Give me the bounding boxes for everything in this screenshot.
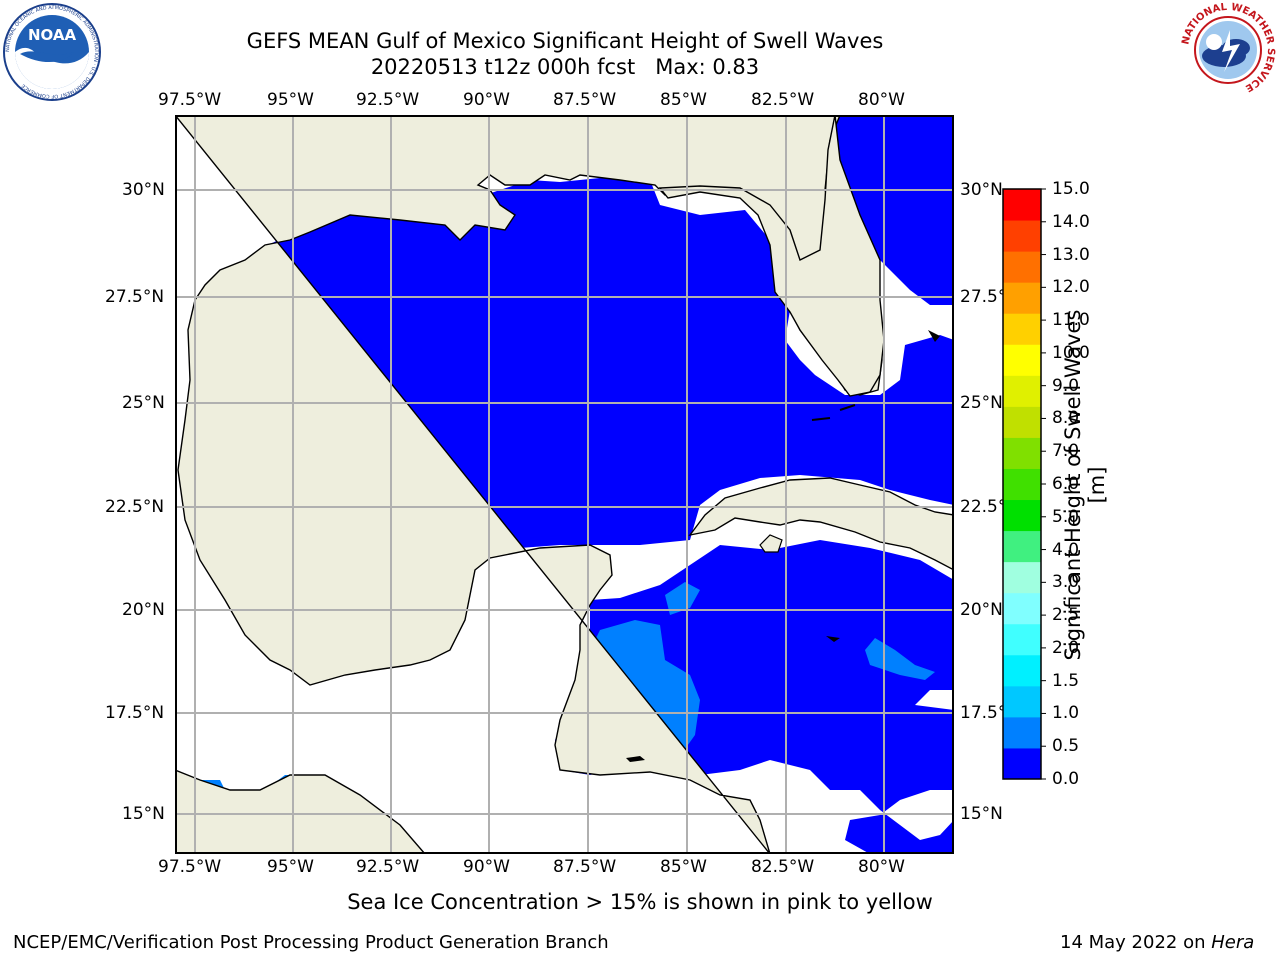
colorbar-bin bbox=[1003, 313, 1041, 345]
lon-tick-top: 87.5°W bbox=[553, 90, 617, 110]
lon-tick-top: 82.5°W bbox=[751, 90, 815, 110]
lon-tick-bottom: 97.5°W bbox=[158, 857, 222, 877]
credit-text: NCEP/EMC/Verification Post Processing Pr… bbox=[13, 932, 609, 953]
lat-tick-right: 30°N bbox=[960, 180, 1003, 200]
land-island bbox=[811, 404, 856, 421]
colorbar-tick-label: 8.0 bbox=[1052, 408, 1080, 429]
land-florida bbox=[658, 115, 885, 397]
lon-tick-top: 95°W bbox=[267, 90, 314, 110]
noaa-logo: NOAA NATIONAL OCEANIC AND ATMOSPHERIC AD… bbox=[2, 2, 102, 102]
machine-name: Hera bbox=[1211, 932, 1255, 953]
colorbar-tick-label: 1.0 bbox=[1052, 703, 1080, 724]
colorbar-bin bbox=[1003, 406, 1041, 438]
colorbar-tick-label: 6.0 bbox=[1052, 474, 1080, 494]
colorbar-tick-label: 13.0 bbox=[1052, 244, 1090, 265]
map-grid bbox=[175, 115, 954, 854]
colorbar-tick-label: 15.0 bbox=[1052, 179, 1090, 199]
colorbar-tick-label: 5.0 bbox=[1052, 506, 1080, 527]
colorbar-bin bbox=[1003, 220, 1041, 252]
colorbar-tick-label: 14.0 bbox=[1052, 211, 1090, 232]
land-island bbox=[826, 636, 840, 642]
colorbar-tick-label: 7.0 bbox=[1052, 441, 1080, 462]
colorbar-tick-label: 10.0 bbox=[1052, 342, 1090, 363]
colorbar-bin bbox=[1003, 499, 1041, 532]
lon-tick-top: 90°W bbox=[463, 90, 510, 110]
colorbar-bin bbox=[1003, 530, 1041, 563]
colorbar-tick-label: 4.0 bbox=[1052, 539, 1080, 560]
lat-tick-right: 20°N bbox=[960, 600, 1003, 620]
colorbar-tick-label: 2.5 bbox=[1052, 605, 1080, 626]
lon-tick-bottom: 90°W bbox=[463, 857, 510, 877]
noaa-logo-text: NOAA bbox=[28, 26, 77, 44]
colorbar-bin bbox=[1003, 685, 1041, 718]
colorbar-bin bbox=[1003, 561, 1041, 594]
colorbar-bin bbox=[1003, 189, 1041, 221]
colorbar bbox=[1000, 187, 1046, 783]
date-stamp: 14 May 2022 on Hera bbox=[1060, 932, 1254, 953]
lon-tick-top: 97.5°W bbox=[158, 90, 222, 110]
colorbar-bin bbox=[1003, 747, 1041, 780]
lon-tick-bottom: 80°W bbox=[858, 857, 905, 877]
lon-tick-bottom: 82.5°W bbox=[751, 857, 815, 877]
nws-logo: NATIONAL WEATHER SERVICE bbox=[1178, 0, 1278, 100]
colorbar-bin bbox=[1003, 437, 1041, 469]
land-island bbox=[928, 330, 940, 342]
map-frame bbox=[175, 115, 954, 854]
lon-tick-top: 92.5°W bbox=[356, 90, 420, 110]
chart-subtitle: 20220513 t12z 000h fcst Max: 0.83 bbox=[370, 55, 760, 79]
lat-tick-right: 25°N bbox=[960, 393, 1003, 413]
colorbar-ticks: 0.0 0.5 1.0 1.5 2.0 2.5 3.0 4.0 5.0 6.0 7.0 8.0 9.0 1… bbox=[1052, 179, 1102, 790]
sea-ice-note: Sea Ice Concentration > 15% is shown in … bbox=[347, 890, 933, 914]
lat-tick-right: 15°N bbox=[960, 804, 1003, 824]
lat-tick-left: 27.5°N bbox=[105, 287, 165, 307]
chart-title: GEFS MEAN Gulf of Mexico Significant Hei… bbox=[246, 29, 884, 53]
colorbar-bin bbox=[1003, 375, 1041, 407]
land-island bbox=[626, 756, 645, 762]
lat-tick-left: 15°N bbox=[122, 804, 165, 824]
colorbar-tick-label: 1.5 bbox=[1052, 670, 1080, 691]
lon-tick-bottom: 87.5°W bbox=[553, 857, 617, 877]
lat-tick-left: 22.5°N bbox=[105, 497, 165, 517]
swell-field-caribbean bbox=[555, 540, 954, 854]
colorbar-bin bbox=[1003, 282, 1041, 314]
lat-tick-left: 25°N bbox=[122, 393, 165, 413]
colorbar-tick-label: 9.0 bbox=[1052, 375, 1080, 396]
land-island bbox=[759, 534, 783, 553]
lon-tick-bottom: 85°W bbox=[660, 857, 707, 877]
colorbar-label: Significant Height of Swell Waves [m] bbox=[1061, 309, 1109, 661]
lat-tick-left: 20°N bbox=[122, 600, 165, 620]
colorbar-tick-label: 12.0 bbox=[1052, 277, 1090, 298]
colorbar-tick-label: 0.0 bbox=[1052, 769, 1080, 789]
colorbar-tick-label: 11.0 bbox=[1052, 310, 1090, 331]
lat-tick-left: 17.5°N bbox=[105, 703, 165, 723]
lon-tick-top: 85°W bbox=[660, 90, 707, 110]
lon-tick-bottom: 92.5°W bbox=[356, 857, 420, 877]
colorbar-tick-label: 2.0 bbox=[1052, 637, 1080, 658]
colorbar-svg bbox=[1002, 188, 1046, 780]
colorbar-bin bbox=[1003, 344, 1041, 376]
lon-tick-bottom: 95°W bbox=[267, 857, 314, 877]
map-svg bbox=[175, 115, 954, 854]
lon-tick-top: 80°W bbox=[858, 90, 905, 110]
lat-tick-left: 30°N bbox=[122, 180, 165, 200]
colorbar-bin bbox=[1003, 654, 1041, 687]
colorbar-tick-label: 0.5 bbox=[1052, 736, 1080, 757]
date-text: 14 May 2022 on bbox=[1060, 932, 1212, 953]
colorbar-bin bbox=[1003, 623, 1041, 656]
land-cuba bbox=[688, 477, 954, 571]
swell-field-atlantic bbox=[835, 115, 954, 305]
colorbar-bin bbox=[1003, 716, 1041, 749]
swell-field-mid bbox=[865, 638, 935, 680]
gulf-map bbox=[175, 115, 954, 854]
colorbar-bin bbox=[1003, 251, 1041, 283]
swell-field-mid bbox=[665, 582, 700, 615]
colorbar-bin bbox=[1003, 468, 1041, 501]
colorbar-tick-label: 3.0 bbox=[1052, 572, 1080, 593]
colorbar-bin bbox=[1003, 592, 1041, 625]
